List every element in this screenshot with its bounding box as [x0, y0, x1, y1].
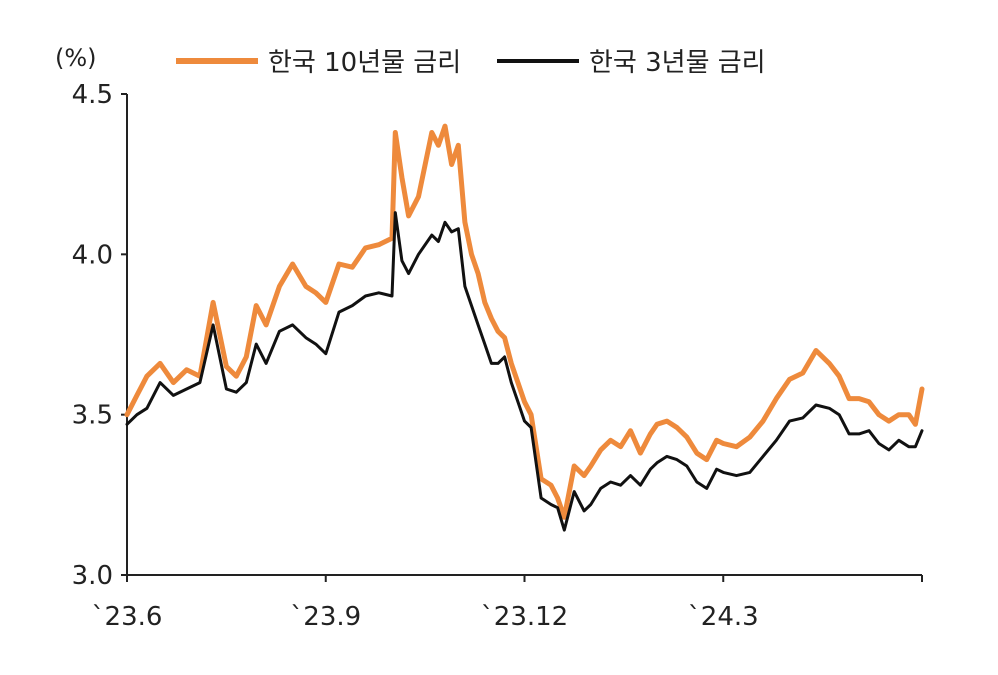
- y-tick-label: 3.0: [72, 561, 113, 591]
- legend-label-3y: 한국 3년물 금리: [589, 48, 766, 78]
- x-ticks: `23.6 `23.9 `23.12 `24.3: [92, 575, 923, 632]
- y-ticks: 3.0 3.5 4.0 4.5: [72, 80, 127, 591]
- series-line-10y: [124, 123, 925, 520]
- legend-label-10y: 한국 10년물 금리: [268, 48, 461, 78]
- x-tick-label: `23.9: [290, 602, 361, 632]
- legend: 한국 10년물 금리 한국 3년물 금리: [176, 48, 766, 78]
- series-layer: [124, 123, 925, 532]
- x-tick-label: `23.6: [92, 602, 163, 632]
- x-tick-label: `24.3: [688, 602, 759, 632]
- x-tick-label: `23.12: [481, 602, 568, 632]
- y-tick-label: 4.5: [72, 80, 113, 110]
- y-tick-label: 3.5: [72, 401, 113, 431]
- y-tick-label: 4.0: [72, 240, 113, 270]
- y-axis-unit-label: (%): [55, 44, 97, 72]
- series-line-3y: [125, 211, 924, 532]
